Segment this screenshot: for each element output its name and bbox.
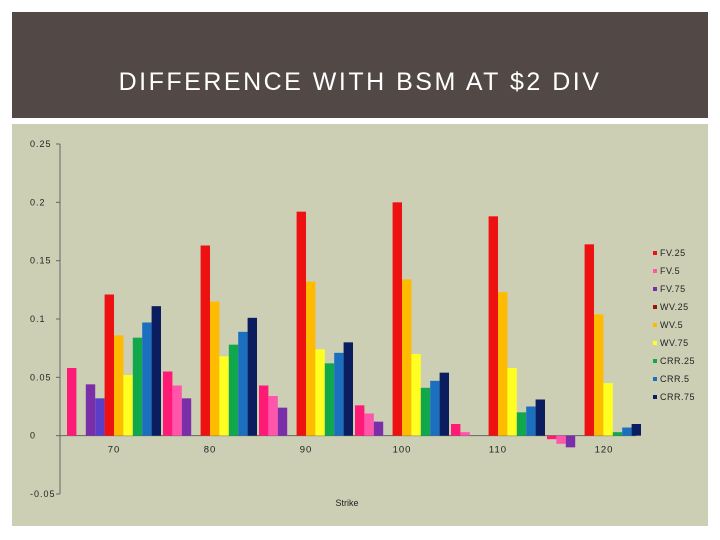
bar bbox=[603, 383, 613, 436]
bar bbox=[210, 301, 220, 436]
x-tick-label: 80 bbox=[204, 445, 217, 456]
bar bbox=[268, 396, 278, 436]
bar bbox=[343, 342, 353, 436]
legend-label: WV.75 bbox=[660, 338, 689, 348]
bar bbox=[420, 387, 431, 436]
bar bbox=[556, 435, 566, 444]
legend-swatch bbox=[653, 305, 657, 309]
bar bbox=[200, 245, 210, 436]
bar bbox=[123, 375, 133, 436]
x-tick-label: 120 bbox=[595, 445, 614, 456]
bar bbox=[584, 244, 594, 436]
x-tick-label: 90 bbox=[300, 445, 313, 456]
bar bbox=[163, 371, 173, 436]
legend-label: FV.5 bbox=[660, 266, 680, 276]
bar bbox=[547, 435, 557, 440]
bar bbox=[507, 368, 517, 436]
bar bbox=[612, 432, 623, 436]
bar bbox=[259, 385, 269, 436]
bar bbox=[315, 349, 325, 436]
y-tick-label: -0.05 bbox=[30, 489, 56, 499]
x-tick-label: 100 bbox=[393, 445, 412, 456]
bar bbox=[488, 216, 498, 436]
legend-swatch bbox=[653, 395, 657, 399]
bar bbox=[516, 412, 527, 436]
y-tick-label: 0.15 bbox=[30, 256, 52, 266]
bar bbox=[296, 211, 306, 436]
bar bbox=[104, 294, 114, 436]
bar bbox=[498, 292, 508, 436]
bar bbox=[364, 413, 374, 436]
bar bbox=[181, 398, 192, 436]
bar bbox=[526, 406, 536, 436]
bar bbox=[324, 363, 335, 436]
legend-label: WV.5 bbox=[660, 320, 683, 330]
bar bbox=[460, 432, 470, 436]
bar bbox=[622, 427, 632, 436]
y-tick-label: 0 bbox=[30, 431, 36, 441]
bar bbox=[151, 306, 161, 436]
legend-label: CRR.25 bbox=[660, 356, 695, 366]
bar bbox=[277, 407, 288, 436]
bar bbox=[355, 405, 365, 436]
slide-title: DIFFERENCE WITH BSM AT $2 DIV bbox=[118, 68, 602, 96]
bar bbox=[451, 424, 461, 436]
bar bbox=[172, 385, 182, 436]
bar bbox=[392, 202, 402, 436]
x-tick-label: 70 bbox=[108, 445, 121, 456]
bar bbox=[535, 399, 545, 436]
bar bbox=[334, 352, 344, 436]
bar bbox=[439, 372, 449, 436]
bar bbox=[95, 398, 105, 436]
y-tick-label: 0.05 bbox=[30, 372, 52, 382]
legend-swatch bbox=[653, 359, 657, 363]
legend-swatch bbox=[653, 323, 657, 327]
legend-label: WV.25 bbox=[660, 302, 689, 312]
bar bbox=[114, 335, 124, 436]
bar bbox=[219, 356, 229, 436]
y-tick-label: 0.1 bbox=[30, 314, 46, 324]
legend-swatch bbox=[653, 251, 657, 255]
x-tick-label: 110 bbox=[489, 445, 507, 456]
bar bbox=[631, 424, 641, 436]
bar bbox=[565, 435, 576, 448]
title-banner: DIFFERENCE WITH BSM AT $2 DIV bbox=[12, 12, 708, 118]
bar bbox=[142, 322, 152, 436]
y-tick-label: 0.25 bbox=[30, 139, 52, 149]
bar bbox=[247, 317, 257, 436]
x-axis-label: Strike bbox=[335, 498, 358, 508]
legend-swatch bbox=[653, 341, 657, 345]
bar bbox=[132, 337, 143, 436]
y-tick-label: 0.2 bbox=[30, 197, 46, 207]
bar bbox=[85, 384, 96, 436]
legend-label: CRR.75 bbox=[660, 392, 695, 402]
legend-label: CRR.5 bbox=[660, 374, 690, 384]
legend-swatch bbox=[653, 287, 657, 291]
bar bbox=[238, 331, 248, 436]
legend-label: FV.75 bbox=[660, 284, 686, 294]
bar bbox=[594, 314, 604, 436]
bar bbox=[430, 380, 440, 436]
bar bbox=[373, 421, 384, 436]
bar bbox=[402, 279, 412, 436]
legend-label: FV.25 bbox=[660, 248, 686, 258]
legend-swatch bbox=[653, 269, 657, 273]
legend-swatch bbox=[653, 377, 657, 381]
bar bbox=[228, 344, 239, 436]
bar bbox=[411, 354, 421, 436]
bar bbox=[67, 368, 77, 436]
bar bbox=[306, 281, 316, 436]
